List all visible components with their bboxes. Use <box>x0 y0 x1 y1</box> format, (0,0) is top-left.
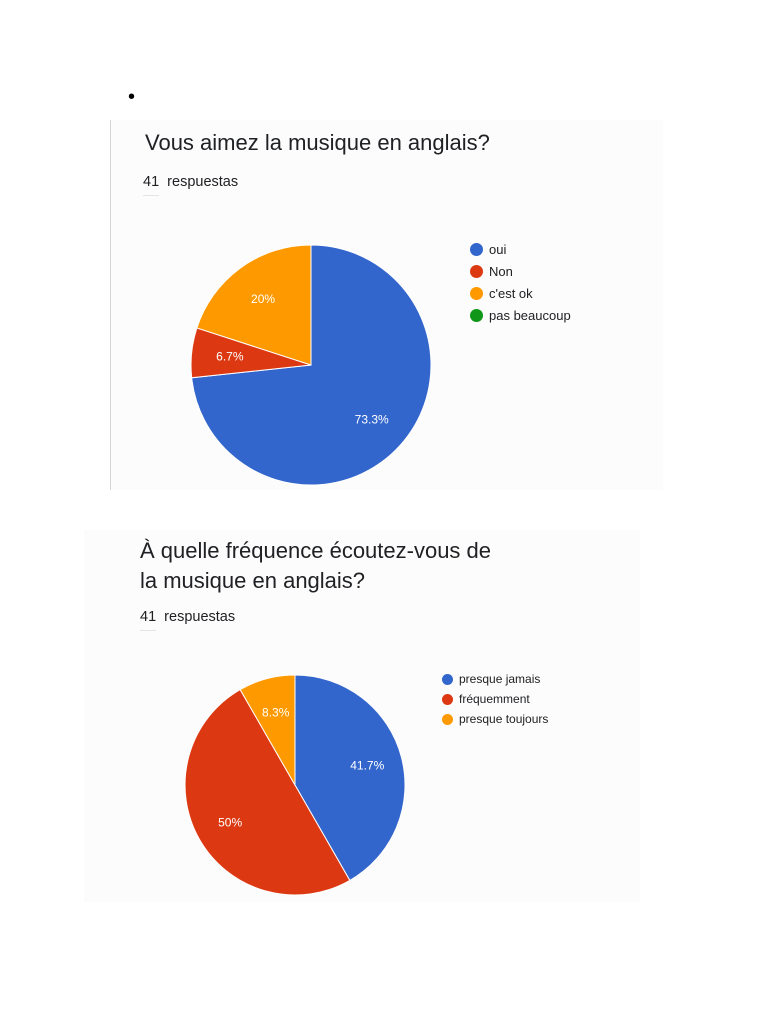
pie-slice-presque-jamais <box>294 674 406 882</box>
pie-slice-label: 41.7% <box>350 759 384 773</box>
legend-swatch <box>470 286 483 300</box>
legend-item-c-est-ok: c'est ok <box>470 282 571 304</box>
pie-slice-label: 6.7% <box>216 350 244 364</box>
legend-swatch <box>470 242 483 256</box>
pie-chart: 73.3% 6.7% 20% <box>190 244 432 486</box>
legend-label: presque toujours <box>459 712 549 726</box>
legend-swatch <box>470 308 483 322</box>
pie-slice-c-est-ok <box>196 244 312 366</box>
legend-label: Non <box>489 263 513 279</box>
response-count: 41 respuestas <box>140 609 235 631</box>
bullet-point: • <box>128 86 136 108</box>
legend-swatch <box>442 673 453 685</box>
chart-card-music-liking: Vous aimez la musique en anglais? 41 res… <box>110 120 663 490</box>
legend-swatch <box>470 264 483 278</box>
legend-item-presque-jamais: presque jamais <box>442 669 548 689</box>
response-count-number: 41 <box>143 174 160 196</box>
legend-item-presque-toujours: presque toujours <box>442 709 548 729</box>
legend-label: pas beaucoup <box>489 307 571 323</box>
response-count-label: respuestas <box>167 174 239 190</box>
chart-legend: presque jamais fréquemment presque toujour… <box>442 669 548 729</box>
chart-title: Vous aimez la musique en anglais? <box>145 130 490 155</box>
chart-card-listening-frequency: À quelle fréquence écoutez-vous de la mu… <box>84 530 640 902</box>
pie-slice-presque-toujours <box>239 674 296 787</box>
pie-slice-label: 50% <box>218 815 242 829</box>
legend-item-frequemment: fréquemment <box>442 689 548 709</box>
pie-slice-frequemment <box>184 688 351 896</box>
legend-label: c'est ok <box>489 285 533 301</box>
response-count-label: respuestas <box>164 609 236 625</box>
legend-swatch <box>442 713 453 725</box>
legend-item-oui: oui <box>470 238 571 260</box>
pie-slice-label: 73.3% <box>355 413 389 427</box>
legend-label: presque jamais <box>459 672 541 686</box>
legend-label: fréquemment <box>459 692 530 706</box>
pie-slice-label: 8.3% <box>262 706 290 720</box>
response-count-number: 41 <box>140 609 157 631</box>
pie-chart: 41.7% 50% 8.3% <box>184 674 406 896</box>
legend-item-non: Non <box>470 260 571 282</box>
chart-title: À quelle fréquence écoutez-vous de la mu… <box>140 538 492 593</box>
legend-item-pas-beaucoup: pas beaucoup <box>470 304 571 326</box>
pie-slice-label: 20% <box>251 292 275 306</box>
legend-swatch <box>442 693 453 705</box>
response-count: 41 respuestas <box>143 174 238 196</box>
chart-legend: oui Non c'est ok pas beaucoup <box>470 238 571 326</box>
legend-label: oui <box>489 241 507 257</box>
